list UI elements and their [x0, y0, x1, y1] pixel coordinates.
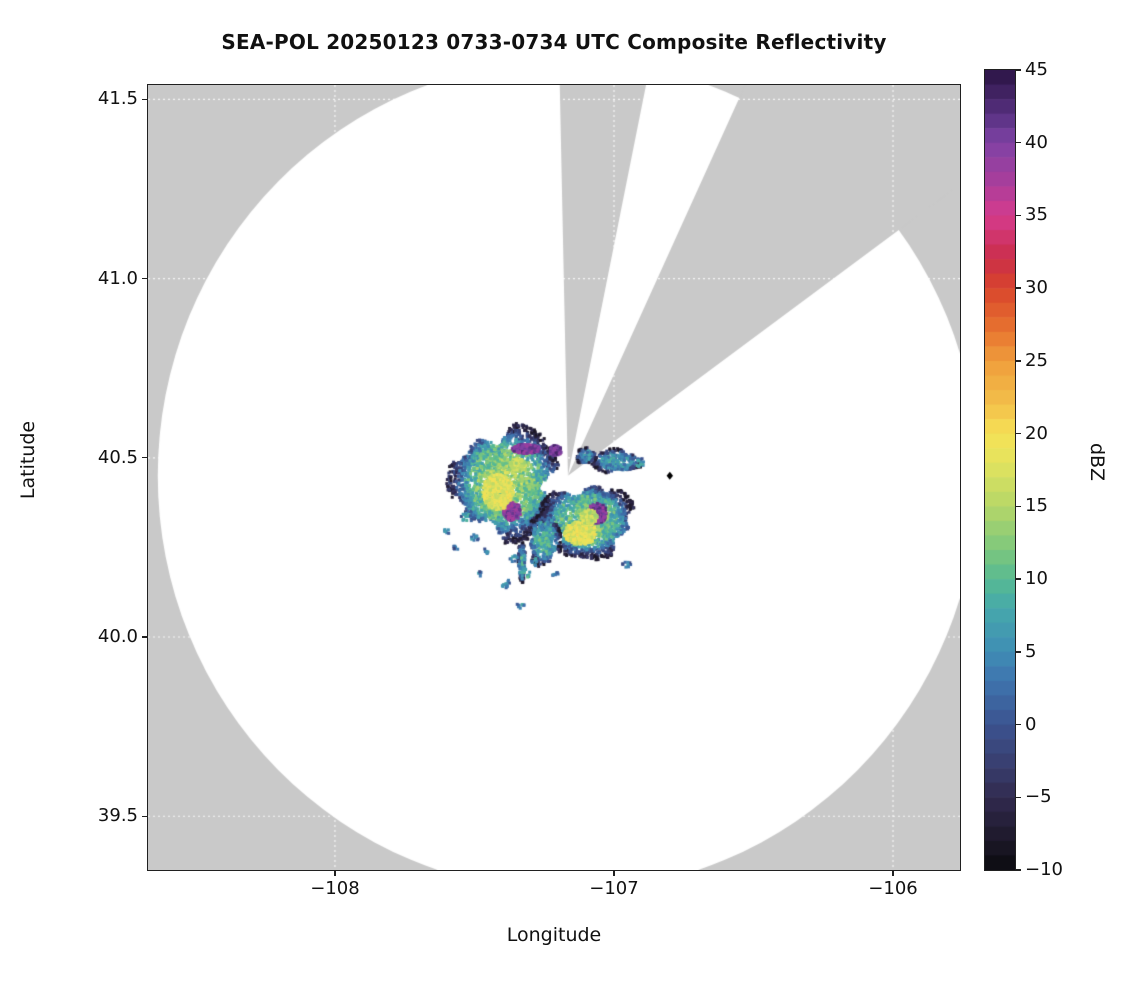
colorbar-tick-mark — [1015, 651, 1021, 653]
plot-area — [147, 84, 961, 871]
colorbar-tick-mark — [1015, 578, 1021, 580]
chart-title: SEA-POL 20250123 0733-0734 UTC Composite… — [221, 30, 887, 54]
x-tick-mark — [334, 870, 336, 876]
x-axis-label: Longitude — [506, 924, 602, 946]
y-tick-label: 40.5 — [97, 446, 138, 468]
colorbar-tick-label: 40 — [1025, 131, 1048, 153]
colorbar-tick-mark — [1015, 142, 1021, 144]
y-tick-label: 41.0 — [97, 267, 138, 289]
colorbar-tick-mark — [1015, 869, 1021, 871]
y-tick-mark — [142, 98, 148, 101]
y-tick-label: 39.5 — [97, 805, 138, 827]
y-tick-mark — [142, 815, 148, 817]
colorbar-tick-label: −5 — [1025, 786, 1052, 808]
colorbar-tick-label: 45 — [1025, 59, 1048, 80]
y-tick-mark — [142, 636, 148, 638]
colorbar-tick-label: 20 — [1025, 422, 1048, 444]
y-tick-mark — [142, 277, 148, 280]
colorbar-tick-mark — [1015, 505, 1021, 508]
colorbar — [984, 69, 1016, 871]
colorbar-tick-mark — [1015, 287, 1021, 289]
colorbar-tick-label: −10 — [1025, 859, 1063, 880]
colorbar-tick-label: 25 — [1025, 349, 1048, 371]
colorbar-tick-mark — [1015, 432, 1021, 435]
x-tick-label: −106 — [868, 878, 918, 899]
y-axis-label: Latitude — [17, 420, 39, 500]
x-tick-label: −107 — [589, 878, 639, 899]
colorbar-tick-mark — [1015, 69, 1021, 71]
y-tick-label: 40.0 — [97, 626, 138, 647]
colorbar-tick-label: 30 — [1025, 277, 1048, 299]
colorbar-label: dBZ — [1086, 442, 1108, 482]
colorbar-tick-label: 35 — [1025, 204, 1048, 226]
colorbar-gradient-canvas — [985, 70, 1015, 870]
x-tick-mark — [613, 870, 615, 876]
y-tick-mark — [142, 457, 148, 459]
radar-reflectivity-canvas — [148, 85, 960, 870]
colorbar-tick-label: 15 — [1025, 495, 1048, 517]
x-tick-mark — [892, 870, 894, 876]
y-tick-label: 41.5 — [97, 88, 138, 110]
colorbar-tick-mark — [1015, 796, 1021, 798]
colorbar-tick-label: 10 — [1025, 568, 1048, 590]
colorbar-tick-mark — [1015, 723, 1021, 726]
colorbar-tick-label: 0 — [1025, 713, 1037, 735]
colorbar-tick-label: 5 — [1025, 640, 1037, 662]
colorbar-tick-mark — [1015, 360, 1021, 362]
x-tick-label: −108 — [310, 878, 360, 899]
colorbar-tick-mark — [1015, 214, 1021, 217]
